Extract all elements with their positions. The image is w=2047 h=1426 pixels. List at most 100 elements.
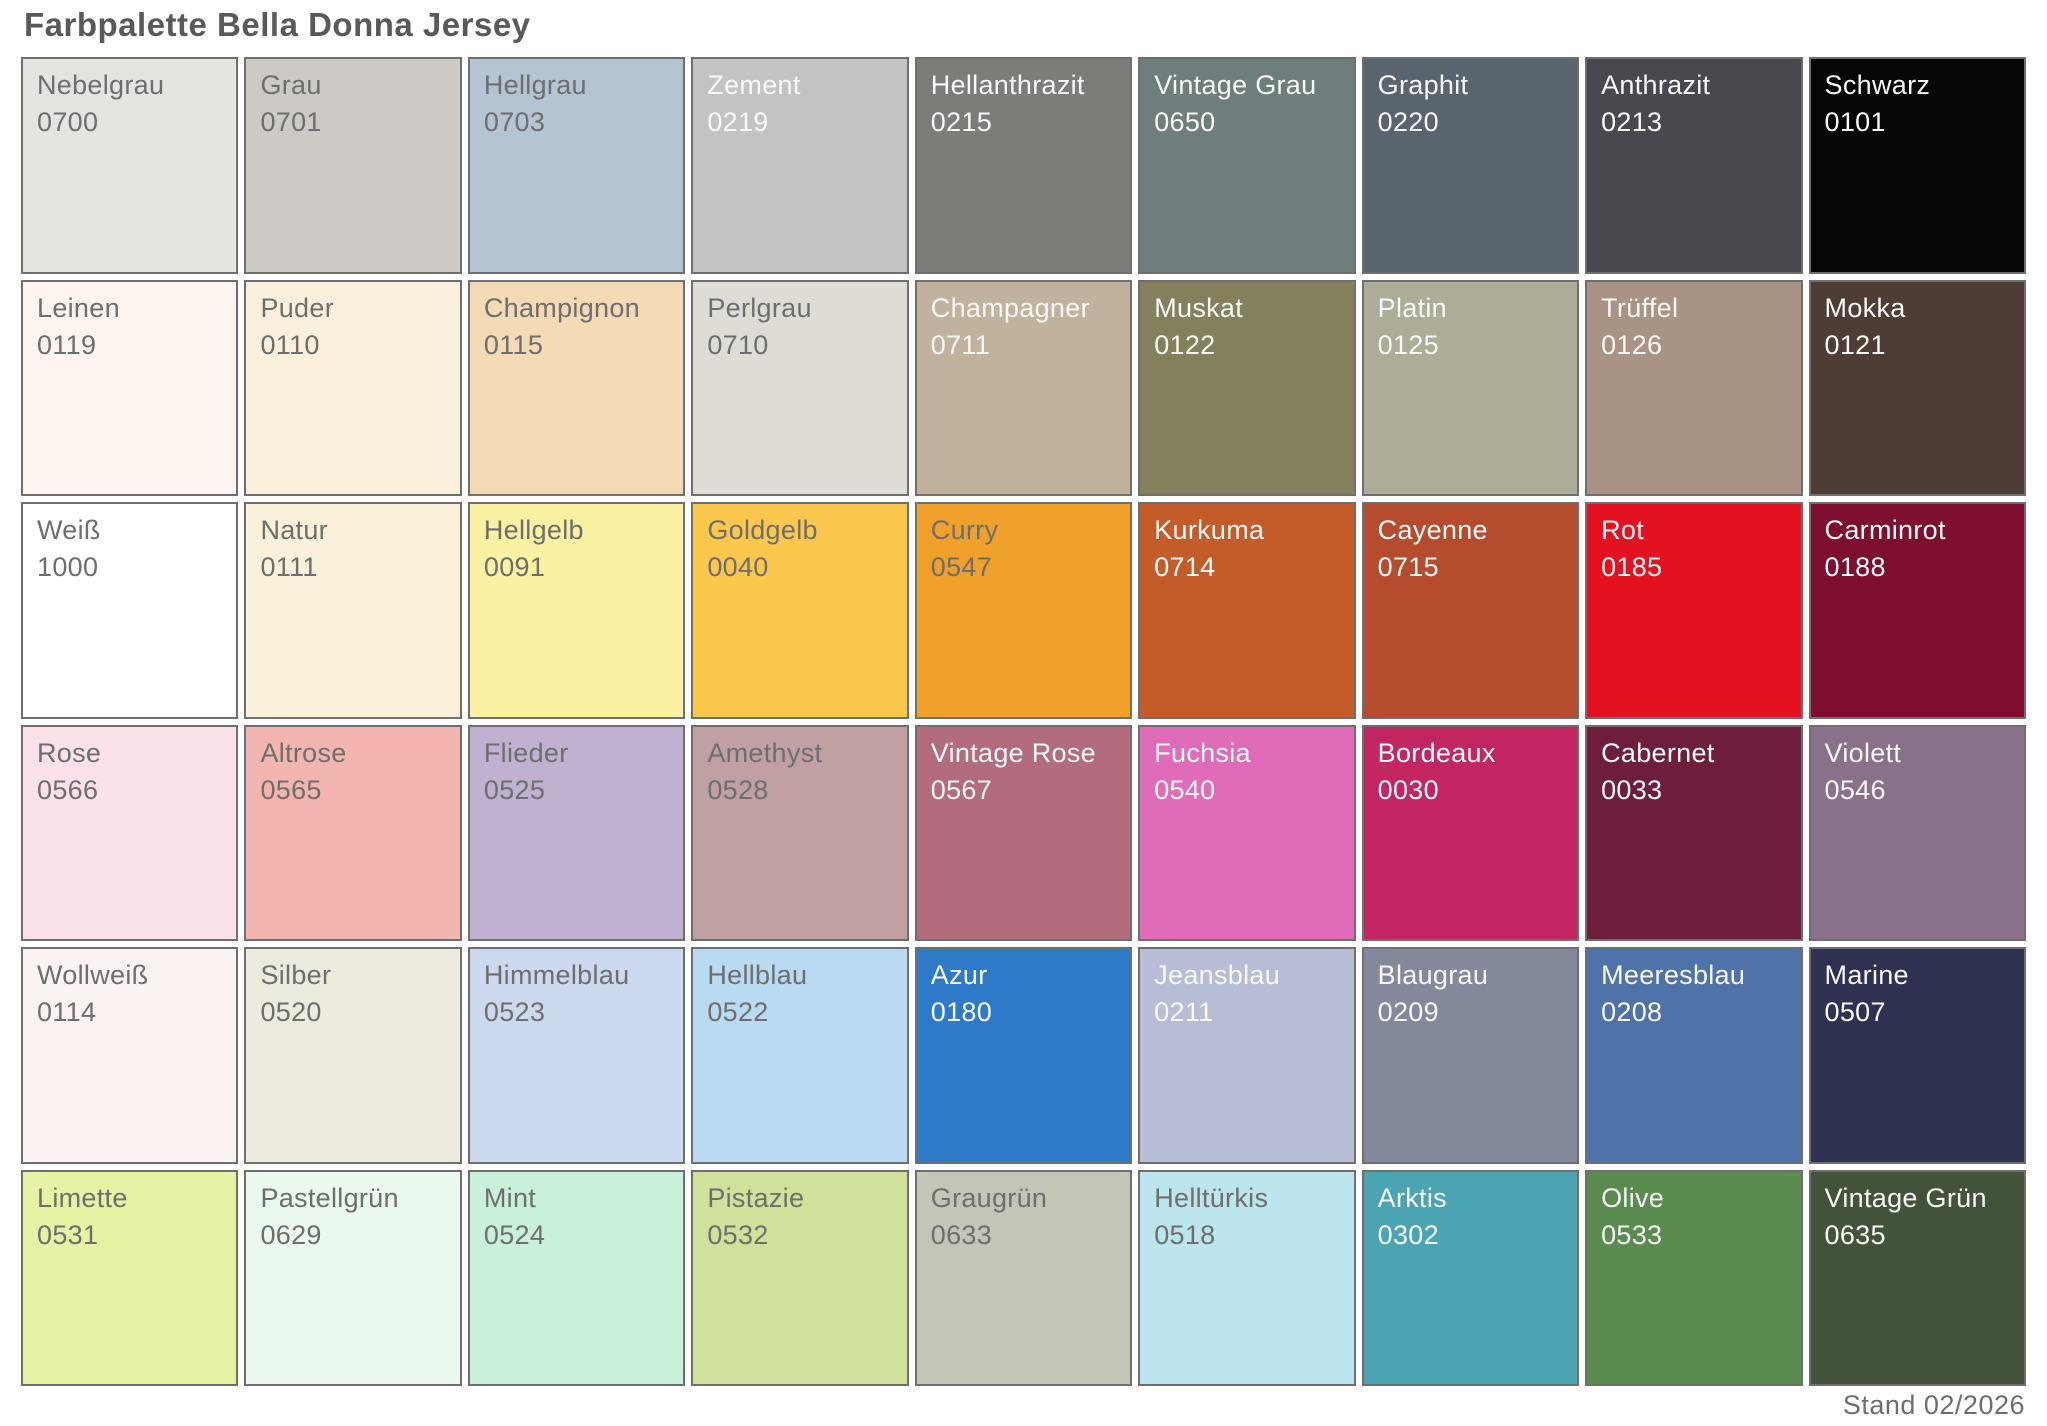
swatch-name: Hellgrau xyxy=(483,70,587,100)
swatch-name: Graugrün xyxy=(930,1182,1048,1213)
color-swatch: Rose 0566 xyxy=(21,724,239,941)
swatch-code: 0711 xyxy=(930,329,991,360)
swatch-code: 0122 xyxy=(1154,329,1216,360)
swatch-code: 0633 xyxy=(930,1219,993,1250)
color-swatch: Arktis 0302 xyxy=(1361,1169,1580,1386)
swatch-code: 0091 xyxy=(483,552,546,582)
color-swatch: Altrose 0565 xyxy=(244,724,462,941)
color-swatch: Jeansblau 0211 xyxy=(1138,947,1356,1164)
footer-date-note: Stand 02/2026 xyxy=(1842,1390,2025,1420)
swatch-code: 0111 xyxy=(260,552,318,582)
swatch-code: 0629 xyxy=(260,1219,322,1250)
swatch-name: Arktis xyxy=(1377,1182,1447,1213)
color-swatch: Goldgelb 0040 xyxy=(691,502,909,719)
color-swatch: Olive 0533 xyxy=(1585,1169,1803,1386)
swatch-name: Pastellgrün xyxy=(260,1182,399,1213)
swatch-name: Graphit xyxy=(1377,70,1469,100)
swatch-name: Kurkuma xyxy=(1154,515,1265,545)
swatch-name: Fuchsia xyxy=(1154,737,1251,768)
color-swatch: Muskat 0122 xyxy=(1138,279,1356,496)
swatch-code: 0126 xyxy=(1601,329,1663,360)
color-swatch: Pastellgrün 0629 xyxy=(244,1169,462,1386)
swatch-code: 0110 xyxy=(260,329,320,360)
swatch-code: 0525 xyxy=(483,774,546,805)
color-swatch: Trüffel 0126 xyxy=(1585,279,1803,496)
color-swatch: Silber 0520 xyxy=(244,947,462,1164)
color-swatch: Wollweiß 0114 xyxy=(21,947,239,1164)
swatch-code: 0125 xyxy=(1377,329,1439,360)
swatch-code: 0114 xyxy=(37,997,97,1027)
color-swatch: Vintage Grün 0635 xyxy=(1808,1169,2026,1386)
swatch-code: 0650 xyxy=(1154,107,1216,137)
swatch-name: Mint xyxy=(483,1182,537,1213)
swatch-code: 0208 xyxy=(1601,997,1663,1027)
swatch-code: 0546 xyxy=(1824,774,1886,805)
color-swatch: Cabernet 0033 xyxy=(1585,724,1803,941)
swatch-name: Schwarz xyxy=(1824,70,1931,100)
swatch-name: Goldgelb xyxy=(707,515,818,545)
color-swatch: Hellgrau 0703 xyxy=(467,57,686,274)
swatch-code: 0220 xyxy=(1377,107,1439,137)
swatch-name: Marine xyxy=(1824,960,1909,990)
color-swatch: Limette 0531 xyxy=(21,1169,239,1386)
swatch-code: 0714 xyxy=(1154,552,1216,582)
swatch-name: Curry xyxy=(930,515,999,545)
swatch-code: 0715 xyxy=(1377,552,1439,582)
swatch-name: Hellanthrazit xyxy=(930,70,1085,100)
swatch-code: 0033 xyxy=(1601,774,1663,805)
swatch-name: Carminrot xyxy=(1824,515,1946,545)
swatch-name: Rot xyxy=(1601,515,1645,545)
swatch-name: Olive xyxy=(1601,1182,1665,1213)
color-swatch: Graugrün 0633 xyxy=(914,1169,1133,1386)
swatch-code: 0703 xyxy=(483,107,546,137)
color-swatch: Amethyst 0528 xyxy=(691,724,909,941)
swatch-code: 0213 xyxy=(1601,107,1663,137)
swatch-code: 0710 xyxy=(707,329,769,360)
color-swatch: Flieder 0525 xyxy=(467,724,686,941)
swatch-name: Hellgelb xyxy=(483,515,584,545)
color-swatch: Graphit 0220 xyxy=(1361,57,1580,274)
swatch-name: Bordeaux xyxy=(1377,737,1496,768)
swatch-name: Platin xyxy=(1377,292,1447,323)
color-swatch: Perlgrau 0710 xyxy=(691,279,909,496)
swatch-name: Natur xyxy=(260,515,328,545)
swatch-code: 0121 xyxy=(1824,329,1886,360)
color-swatch: Platin 0125 xyxy=(1361,279,1580,496)
swatch-name: Silber xyxy=(260,960,332,990)
color-swatch: Puder 0110 xyxy=(244,279,462,496)
color-swatch: Violett 0546 xyxy=(1808,724,2026,941)
color-swatch: Anthrazit 0213 xyxy=(1585,57,1803,274)
swatch-code: 0507 xyxy=(1824,997,1886,1027)
swatch-code: 0565 xyxy=(260,774,322,805)
swatch-name: Nebelgrau xyxy=(37,70,165,100)
swatch-code: 0547 xyxy=(930,552,993,582)
color-swatch: Marine 0507 xyxy=(1808,947,2026,1164)
swatch-code: 0188 xyxy=(1824,552,1886,582)
swatch-code: 0180 xyxy=(930,997,993,1027)
swatch-code: 0115 xyxy=(483,329,544,360)
color-swatch: Kurkuma 0714 xyxy=(1138,502,1356,719)
swatch-name: Perlgrau xyxy=(707,292,812,323)
swatch-name: Champagner xyxy=(930,292,1090,323)
swatch-code: 0567 xyxy=(930,774,993,805)
swatch-name: Weiß xyxy=(37,515,101,545)
color-swatch: Hellanthrazit 0215 xyxy=(914,57,1133,274)
swatch-code: 0528 xyxy=(707,774,769,805)
swatch-code: 0518 xyxy=(1154,1219,1216,1250)
swatch-name: Meeresblau xyxy=(1601,960,1746,990)
swatch-name: Muskat xyxy=(1154,292,1244,323)
color-swatch: Himmelblau 0523 xyxy=(467,947,686,1164)
color-swatch: Rot 0185 xyxy=(1585,502,1803,719)
color-swatch: Hellgelb 0091 xyxy=(467,502,686,719)
swatch-name: Grau xyxy=(260,70,322,100)
color-swatch: Grau 0701 xyxy=(244,57,462,274)
swatch-name: Hellblau xyxy=(707,960,808,990)
swatch-code: 0520 xyxy=(260,997,322,1027)
swatch-name: Rose xyxy=(37,737,102,768)
swatch-code: 0119 xyxy=(37,329,97,360)
swatch-code: 0700 xyxy=(37,107,99,137)
swatch-name: Zement xyxy=(707,70,801,100)
swatch-name: Helltürkis xyxy=(1154,1182,1269,1213)
swatch-name: Mokka xyxy=(1824,292,1906,323)
swatch-code: 1000 xyxy=(37,552,99,582)
